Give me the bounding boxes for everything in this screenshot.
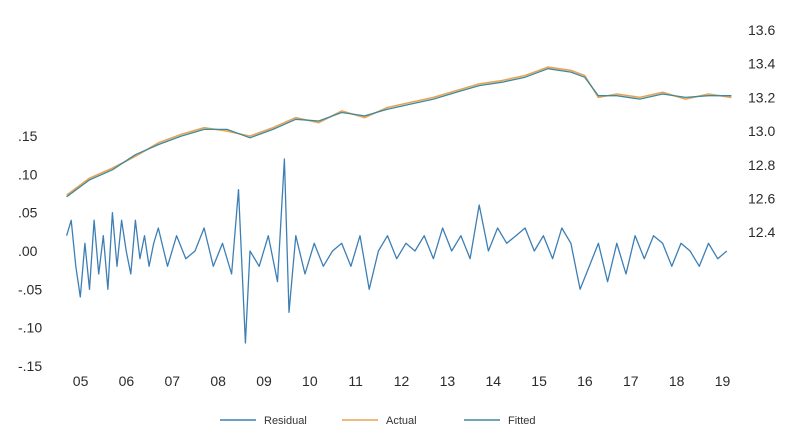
right-tick-label: 13.0 [748, 123, 775, 139]
left-tick-label: .15 [18, 128, 38, 144]
legend-label-actual: Actual [386, 415, 417, 427]
series-line-residual [65, 158, 728, 344]
left-tick-label: -.05 [18, 281, 42, 297]
x-tick-label: 06 [119, 373, 135, 389]
right-tick-label: 12.4 [748, 224, 775, 240]
x-tick-label: 07 [164, 373, 180, 389]
right-tick-label: 13.4 [748, 56, 775, 72]
left-axis: .15 .10 .05 .00 -.05 -.10 -.15 [18, 128, 42, 374]
legend: Residual Actual Fitted [220, 415, 536, 427]
left-tick-label: -.10 [18, 320, 42, 336]
left-tick-label: .10 [18, 166, 38, 182]
x-tick-label: 14 [485, 373, 501, 389]
right-tick-label: 13.2 [748, 89, 775, 105]
left-tick-label: .05 [18, 205, 38, 221]
x-tick-label: 08 [210, 373, 226, 389]
right-tick-label: 13.6 [748, 22, 775, 38]
x-axis: 05 06 07 08 09 10 11 12 13 14 15 16 17 18 19 [73, 373, 731, 389]
right-tick-label: 12.6 [748, 190, 775, 206]
x-tick-label: 10 [302, 373, 318, 389]
x-tick-label: 18 [669, 373, 685, 389]
plot-area [65, 66, 732, 344]
x-tick-label: 15 [531, 373, 547, 389]
right-axis: 13.6 13.4 13.2 13.0 12.8 12.6 12.4 [748, 22, 775, 240]
series-line-actual [66, 66, 732, 196]
x-tick-label: 13 [440, 373, 456, 389]
legend-label-residual: Residual [264, 415, 307, 427]
x-tick-label: 11 [348, 373, 363, 389]
left-tick-label: .00 [18, 243, 38, 259]
series-line-fitted [66, 68, 732, 198]
x-tick-label: 05 [73, 373, 89, 389]
x-tick-label: 17 [623, 373, 639, 389]
x-tick-label: 09 [256, 373, 272, 389]
legend-label-fitted: Fitted [508, 415, 536, 427]
x-tick-label: 16 [577, 373, 593, 389]
right-tick-label: 12.8 [748, 157, 775, 173]
x-tick-label: 12 [394, 373, 410, 389]
left-tick-label: -.15 [18, 358, 42, 374]
x-tick-label: 19 [715, 373, 731, 389]
